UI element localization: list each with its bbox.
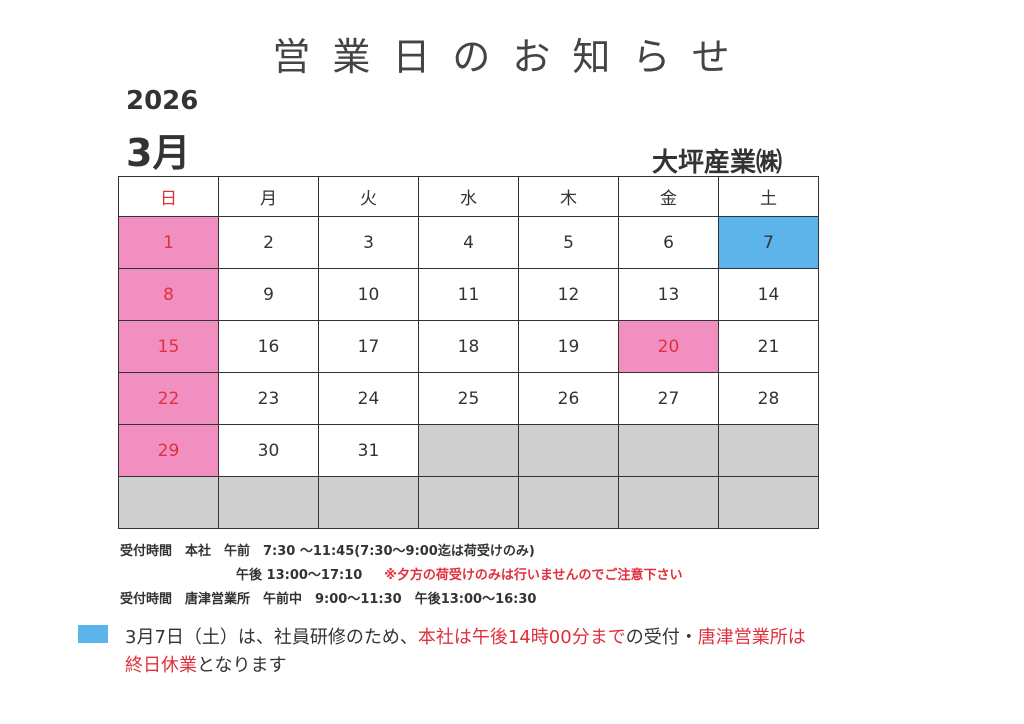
day-cell: 25 (418, 372, 519, 425)
week-row: 8 9 10 11 12 13 14 (118, 268, 819, 321)
hours-main-afternoon: 午後 13:00～17:10 ※夕方の荷受けのみは行いませんのでご注意下さい (236, 564, 683, 583)
empty-cell (418, 476, 519, 529)
day-cell: 5 (518, 216, 619, 269)
week-row: 22 23 24 25 26 27 28 (118, 372, 819, 425)
day-cell: 16 (218, 320, 319, 373)
weekday-header-row: 日月火水木金土 (118, 176, 819, 217)
day-cell: 19 (518, 320, 619, 373)
day-cell: 29 (118, 424, 219, 477)
notice-text: となります (197, 655, 287, 676)
calendar: 日月火水木金土 1 2 3 4 5 6 7 8 9 10 11 12 13 14 15 16 17 18 19 20 21… (118, 176, 819, 529)
empty-cell (718, 476, 819, 529)
notice-text: の受付・ (625, 627, 698, 648)
day-cell: 8 (118, 268, 219, 321)
notice-highlight: 終日休業 (125, 655, 197, 676)
day-cell: 26 (518, 372, 619, 425)
empty-cell (418, 424, 519, 477)
day-cell: 15 (118, 320, 219, 373)
day-cell: 27 (618, 372, 719, 425)
day-cell: 22 (118, 372, 219, 425)
day-cell: 1 (118, 216, 219, 269)
day-cell: 3 (318, 216, 419, 269)
day-cell: 11 (418, 268, 519, 321)
day-cell: 9 (218, 268, 319, 321)
special-notice: 3月7日（土）は、社員研修のため、本社は午後14時00分までの受付・唐津営業所は… (125, 624, 806, 680)
day-cell: 20 (618, 320, 719, 373)
notice-warning: ※夕方の荷受けのみは行いませんのでご注意下さい (384, 568, 683, 583)
weekday-header: 月 (218, 176, 319, 217)
legend-swatch-blue (78, 625, 108, 643)
hours-main-morning: 受付時間 本社 午前 7:30 ～11:45(7:30～9:00迄は荷受けのみ) (120, 544, 535, 559)
month: 3月 (126, 131, 191, 175)
day-cell: 28 (718, 372, 819, 425)
day-cell: 7 (718, 216, 819, 269)
weekday-header: 木 (518, 176, 619, 217)
weekday-header: 日 (118, 176, 219, 217)
day-cell: 2 (218, 216, 319, 269)
empty-cell (718, 424, 819, 477)
weekday-header: 金 (618, 176, 719, 217)
day-cell: 10 (318, 268, 419, 321)
day-cell: 4 (418, 216, 519, 269)
year: 2026 (126, 86, 199, 116)
notice-highlight: 本社は午後14時00分まで (417, 627, 626, 648)
empty-cell (118, 476, 219, 529)
notice-highlight: 唐津営業所は (697, 627, 806, 648)
day-cell: 12 (518, 268, 619, 321)
empty-cell (618, 424, 719, 477)
week-row: 15 16 17 18 19 20 21 (118, 320, 819, 373)
empty-cell (518, 424, 619, 477)
page-title: 営業日のお知らせ (272, 35, 752, 79)
empty-cell (518, 476, 619, 529)
notice-text: 3月7日（土）は、社員研修のため、 (125, 627, 418, 648)
week-row: 29 30 31 (118, 424, 819, 477)
weekday-header: 火 (318, 176, 419, 217)
day-cell: 17 (318, 320, 419, 373)
week-row (118, 476, 819, 529)
empty-cell (218, 476, 319, 529)
company-name: 大坪産業㈱ (652, 148, 783, 178)
hours-karatsu: 受付時間 唐津営業所 午前中 9:00～11:30 午後13:00～16:30 (120, 592, 537, 607)
day-cell: 18 (418, 320, 519, 373)
day-cell: 30 (218, 424, 319, 477)
day-cell: 23 (218, 372, 319, 425)
weekday-header: 土 (718, 176, 819, 217)
day-cell: 24 (318, 372, 419, 425)
weekday-header: 水 (418, 176, 519, 217)
day-cell: 13 (618, 268, 719, 321)
day-cell: 6 (618, 216, 719, 269)
day-cell: 14 (718, 268, 819, 321)
empty-cell (318, 476, 419, 529)
afternoon-hours: 午後 13:00～17:10 (236, 568, 363, 583)
day-cell: 21 (718, 320, 819, 373)
day-cell: 31 (318, 424, 419, 477)
empty-cell (618, 476, 719, 529)
